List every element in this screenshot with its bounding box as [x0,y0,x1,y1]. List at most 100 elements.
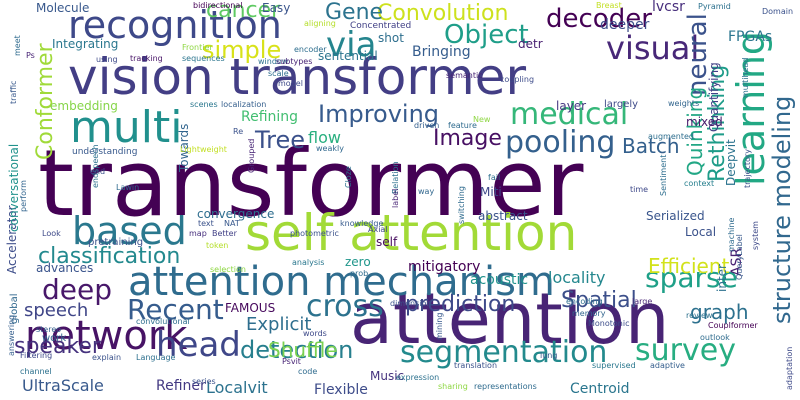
cloud-word: explain [92,353,122,362]
cloud-word: augmented [648,132,694,141]
cloud-word: Re [233,127,244,136]
cloud-word: words [303,329,327,338]
cloud-word: text [198,219,214,228]
cloud-word: endspeech [91,144,100,188]
cloud-word: time [630,185,649,194]
cloud-word: cross [306,289,384,324]
cloud-word: analysis [292,258,325,267]
cloud-word: large [632,297,653,306]
cloud-word: self attention [245,204,578,262]
cloud-word: Improving [318,100,440,128]
cloud-word: review [686,311,713,320]
cloud-word: token [206,241,229,250]
cloud-word: Monotonic [588,319,630,328]
cloud-word: traffic [9,80,18,104]
cloud-word: transformer [38,130,584,237]
cloud-word: recognition [68,3,282,47]
cloud-word: semantic [446,71,483,80]
cloud-word: Molecule [36,1,90,15]
cloud-word: flow [308,128,341,147]
cloud-word: label [391,188,400,208]
cloud-word: knowledge [340,219,384,228]
cloud-word: Couplformer [708,321,758,330]
cloud-word: simple [202,36,282,64]
cloud-word: inter [715,264,729,292]
cloud-word: Refiner [156,378,206,394]
cloud-word: layer [556,99,587,113]
cloud-word: embedding [50,99,118,113]
cloud-word: multihead [741,57,750,98]
cloud-word: structure modeling [768,95,796,324]
cloud-word: cancer [206,0,281,23]
cloud-word: Efficient [648,254,730,278]
cloud-word: bidirectional [193,1,243,10]
cloud-word: sparse [645,261,738,294]
cloud-word: via [326,25,377,65]
cloud-word: Convolution [377,1,509,26]
cloud-word: Deepvit [724,139,738,186]
cloud-word: map [189,229,207,238]
cloud-word: graph [690,300,749,324]
cloud-word: Lightweight [180,145,227,154]
cloud-word: coupling [500,75,535,84]
cloud-word: locality [548,268,606,287]
cloud-word: dimension [390,299,432,308]
cloud-word: New [473,115,491,124]
cloud-word: end [90,167,106,176]
cloud-word: translation [454,361,498,370]
cloud-word: answering [7,314,16,356]
cloud-word: work [42,333,67,344]
cloud-word: Tree [255,126,306,154]
cloud-word: weights [668,99,700,108]
cloud-word: tracking [130,54,163,63]
cloud-word: context [684,179,715,188]
cloud-word: Grouped [247,138,256,173]
cloud-word: shot [378,31,404,45]
cloud-word: Language [136,353,176,362]
cloud-word: photometric [290,229,339,238]
cloud-word: adaptive [650,361,685,370]
cloud-word: convolutional [136,317,190,326]
cloud-word: zero [345,255,371,269]
cloud-word: window [258,57,289,66]
cloud-word: acoustic [470,272,529,288]
cloud-word: memory [572,309,606,318]
cloud-word: encoder [294,45,327,54]
cloud-word: representations [474,382,537,391]
cloud-word: subtypes [276,57,313,66]
cloud-word: Explicit [246,314,312,335]
cloud-word: scale [268,69,289,78]
cloud-word: scenes [190,100,218,109]
cloud-word: Local [685,225,717,239]
cloud-word: outlook [700,333,730,342]
cloud-word: mining [435,312,444,340]
cloud-word: Concentrated [350,21,412,31]
cloud-word: supervised [592,361,636,370]
cloud-word: Bringing [412,44,471,60]
cloud-word: Axial [368,225,388,234]
cloud-word: Lawin [116,183,140,192]
cloud-word: channel [20,367,52,376]
cloud-word: convergence [197,207,275,221]
cloud-word: vision transformer [68,48,527,106]
cloud-word: Refining [241,109,299,125]
cloud-word: Look [42,229,61,238]
cloud-word: way [418,187,435,196]
cloud-word: fail [488,173,501,182]
cloud-word: pooling [505,125,616,160]
cloud-word: UltraScale [22,376,104,395]
cloud-word: segmentation [400,335,608,370]
cloud-word: Localvit [206,378,268,397]
cloud-word: meet [13,35,22,56]
cloud-word: detr [518,37,543,51]
cloud-word: NAT [224,219,240,228]
cloud-word: sequences [182,54,225,63]
cloud-word: Filtering [20,351,53,360]
cloud-word: Sentiment [659,154,668,196]
cloud-word: Frontier [182,43,213,52]
cloud-word: adaptation [785,346,794,390]
cloud-word: deep [42,273,112,306]
cloud-word: Miti [480,185,502,199]
cloud-word: classification [38,244,181,269]
cloud-word: Gene [325,0,384,25]
